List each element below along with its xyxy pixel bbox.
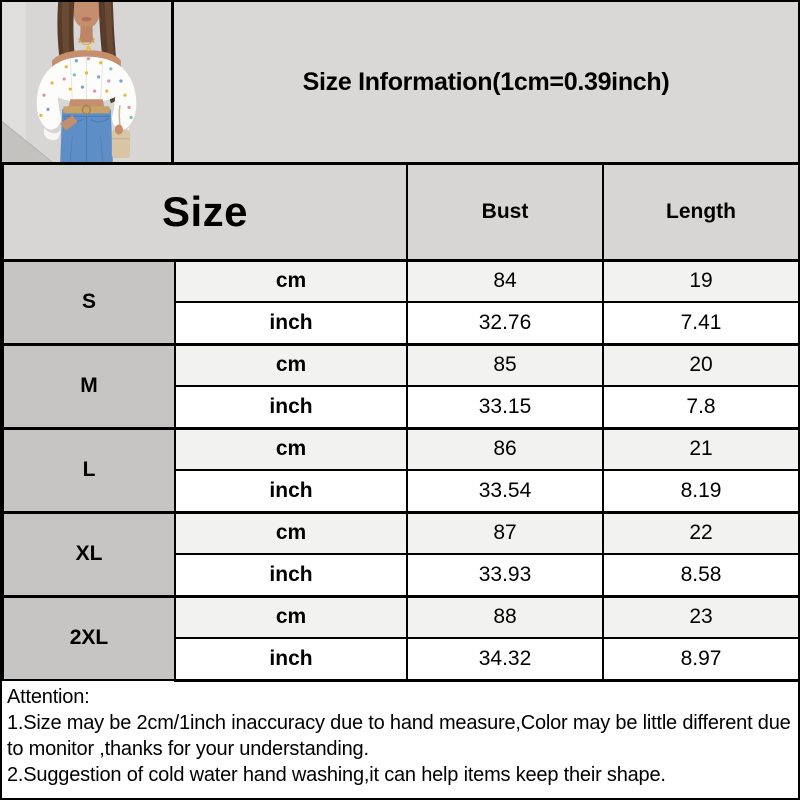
floral-dots [39,57,133,120]
unit-label-cm: cm [173,426,409,471]
attention-note-1: 1.Size may be 2cm/1inch inaccuracy due t… [7,711,791,760]
bust-inch-value: 34.32 [406,637,605,682]
product-photo [2,2,174,162]
size-row-inch: inch 33.54 8.19 [3,469,798,513]
bust-inch-value: 33.93 [406,553,605,597]
size-label: M [2,342,176,429]
size-row-inch: inch 33.93 8.58 [3,553,798,597]
bust-column-header: Bust [406,165,605,262]
length-inch-value: 7.8 [602,385,798,429]
length-inch-value: 8.58 [602,553,798,597]
unit-label-cm: cm [173,258,409,303]
length-cm-value: 23 [602,594,798,639]
size-label: XL [2,510,176,597]
length-cm-value: 19 [602,258,798,303]
size-row-cm: XL cm 87 22 [2,510,798,597]
unit-label-inch: inch [173,469,409,513]
length-column-header: Length [602,165,798,262]
bust-cm-value: 87 [406,510,605,555]
length-cm-value: 21 [602,426,798,471]
attention-heading: Attention: [7,685,90,708]
size-row-inch: inch 32.76 7.41 [3,301,798,345]
top-band: Size Information(1cm=0.39inch) [2,2,798,165]
length-cm-value: 22 [602,510,798,555]
attention-note-2: 2.Suggestion of cold water hand washing,… [7,763,666,786]
unit-label-cm: cm [173,342,409,387]
size-label: 2XL [2,594,176,681]
bust-cm-value: 86 [406,426,605,471]
bust-inch-value: 33.54 [406,469,605,513]
unit-label-cm: cm [173,510,409,555]
bust-inch-value: 32.76 [406,301,605,345]
unit-label-cm: cm [173,594,409,639]
bust-cm-value: 84 [406,258,605,303]
unit-label-inch: inch [173,637,409,682]
model-illustration [2,2,171,162]
size-label: L [2,426,176,513]
length-cm-value: 20 [602,342,798,387]
bust-cm-value: 88 [406,594,605,639]
length-inch-value: 8.97 [602,637,798,682]
size-row-inch: inch 34.32 8.97 [3,637,798,682]
unit-label-inch: inch [173,301,409,345]
table-header-row: Size Bust Length [2,165,798,262]
size-row-cm: 2XL cm 88 23 [2,594,798,681]
attention-block: Attention: 1.Size may be 2cm/1inch inacc… [2,681,798,798]
size-label: S [2,258,176,345]
length-inch-value: 8.19 [602,469,798,513]
unit-label-inch: inch [173,553,409,597]
title-band: Size Information(1cm=0.39inch) [174,2,798,162]
page-title: Size Information(1cm=0.39inch) [302,67,670,96]
unit-label-inch: inch [173,385,409,429]
size-column-header: Size [2,165,409,262]
bust-inch-value: 33.15 [406,385,605,429]
bust-cm-value: 85 [406,342,605,387]
size-row-inch: inch 33.15 7.8 [3,385,798,429]
length-inch-value: 7.41 [602,301,798,345]
